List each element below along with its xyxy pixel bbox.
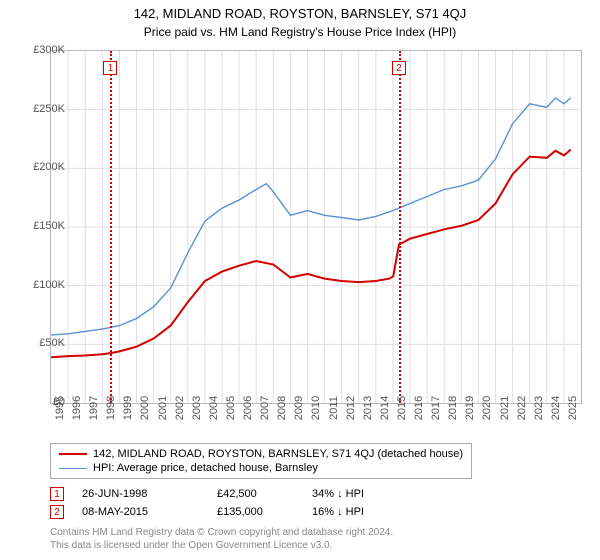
x-axis-tick-label: 2020: [481, 396, 493, 420]
footer-attribution: Contains HM Land Registry data © Crown c…: [50, 526, 393, 552]
x-axis-tick-label: 2000: [139, 396, 151, 420]
x-axis-tick-label: 2024: [550, 396, 562, 420]
sale-badge: 1: [50, 487, 64, 501]
x-axis-tick-label: 2021: [499, 396, 511, 420]
chart-subtitle: Price paid vs. HM Land Registry's House …: [0, 21, 600, 45]
x-axis-tick-label: 2006: [242, 396, 254, 420]
x-axis-tick-label: 2019: [464, 396, 476, 420]
footer-line: Contains HM Land Registry data © Crown c…: [50, 526, 393, 539]
x-axis-tick-label: 2017: [430, 396, 442, 420]
sale-date: 26-JUN-1998: [82, 488, 217, 500]
sale-row: 1 26-JUN-1998 £42,500 34% ↓ HPI: [50, 485, 422, 503]
chart-plot-area: 12: [50, 50, 582, 404]
x-axis-tick-label: 2013: [362, 396, 374, 420]
x-axis-tick-label: 2016: [413, 396, 425, 420]
x-axis-tick-label: 2018: [447, 396, 459, 420]
y-axis-tick-label: £100K: [20, 279, 65, 291]
sale-marker-badge: 1: [103, 61, 117, 75]
sale-row: 2 08-MAY-2015 £135,000 16% ↓ HPI: [50, 503, 422, 521]
y-axis-tick-label: £300K: [20, 44, 65, 56]
chart-svg: [51, 51, 581, 403]
series-line-property: [51, 150, 571, 358]
legend-item-property: 142, MIDLAND ROAD, ROYSTON, BARNSLEY, S7…: [59, 447, 463, 461]
x-axis-tick-label: 2003: [191, 396, 203, 420]
x-axis-tick-label: 2005: [225, 396, 237, 420]
sale-price: £42,500: [217, 488, 312, 500]
x-axis-tick-label: 1997: [88, 396, 100, 420]
x-axis-tick-label: 2012: [345, 396, 357, 420]
x-axis-tick-label: 1995: [54, 396, 66, 420]
x-axis-tick-label: 2007: [259, 396, 271, 420]
y-axis-tick-label: £150K: [20, 220, 65, 232]
y-axis-tick-label: £50K: [20, 337, 65, 349]
series-line-hpi: [51, 98, 571, 335]
legend-swatch-property: [59, 453, 87, 455]
legend-swatch-hpi: [59, 468, 87, 469]
sale-marker-line: [110, 51, 112, 403]
sale-hpi-delta: 34% ↓ HPI: [312, 488, 422, 500]
x-axis-tick-label: 2004: [208, 396, 220, 420]
legend: 142, MIDLAND ROAD, ROYSTON, BARNSLEY, S7…: [50, 443, 472, 479]
sale-hpi-delta: 16% ↓ HPI: [312, 506, 422, 518]
x-axis-tick-label: 2008: [276, 396, 288, 420]
legend-label-property: 142, MIDLAND ROAD, ROYSTON, BARNSLEY, S7…: [93, 448, 463, 460]
x-axis-tick-label: 1999: [122, 396, 134, 420]
x-axis-tick-label: 2011: [328, 396, 340, 420]
y-axis-tick-label: £250K: [20, 103, 65, 115]
sale-date: 08-MAY-2015: [82, 506, 217, 518]
chart-container: 142, MIDLAND ROAD, ROYSTON, BARNSLEY, S7…: [0, 0, 600, 560]
x-axis-tick-label: 2014: [379, 396, 391, 420]
sale-price: £135,000: [217, 506, 312, 518]
x-axis-tick-label: 2010: [310, 396, 322, 420]
sale-marker-line: [399, 51, 401, 403]
x-axis-tick-label: 2022: [516, 396, 528, 420]
sale-marker-badge: 2: [392, 61, 406, 75]
sales-list: 1 26-JUN-1998 £42,500 34% ↓ HPI 2 08-MAY…: [50, 485, 422, 521]
sale-badge: 2: [50, 505, 64, 519]
x-axis-tick-label: 2023: [533, 396, 545, 420]
chart-title: 142, MIDLAND ROAD, ROYSTON, BARNSLEY, S7…: [0, 0, 600, 21]
x-axis-tick-label: 1996: [71, 396, 83, 420]
x-axis-tick-label: 2001: [157, 396, 169, 420]
x-axis-tick-label: 2002: [174, 396, 186, 420]
y-axis-tick-label: £200K: [20, 161, 65, 173]
x-axis-tick-label: 2015: [396, 396, 408, 420]
x-axis-tick-label: 2009: [293, 396, 305, 420]
x-axis-tick-label: 2025: [567, 396, 579, 420]
legend-item-hpi: HPI: Average price, detached house, Barn…: [59, 461, 463, 475]
x-axis-tick-label: 1998: [105, 396, 117, 420]
legend-label-hpi: HPI: Average price, detached house, Barn…: [93, 462, 318, 474]
footer-line: This data is licensed under the Open Gov…: [50, 539, 393, 552]
